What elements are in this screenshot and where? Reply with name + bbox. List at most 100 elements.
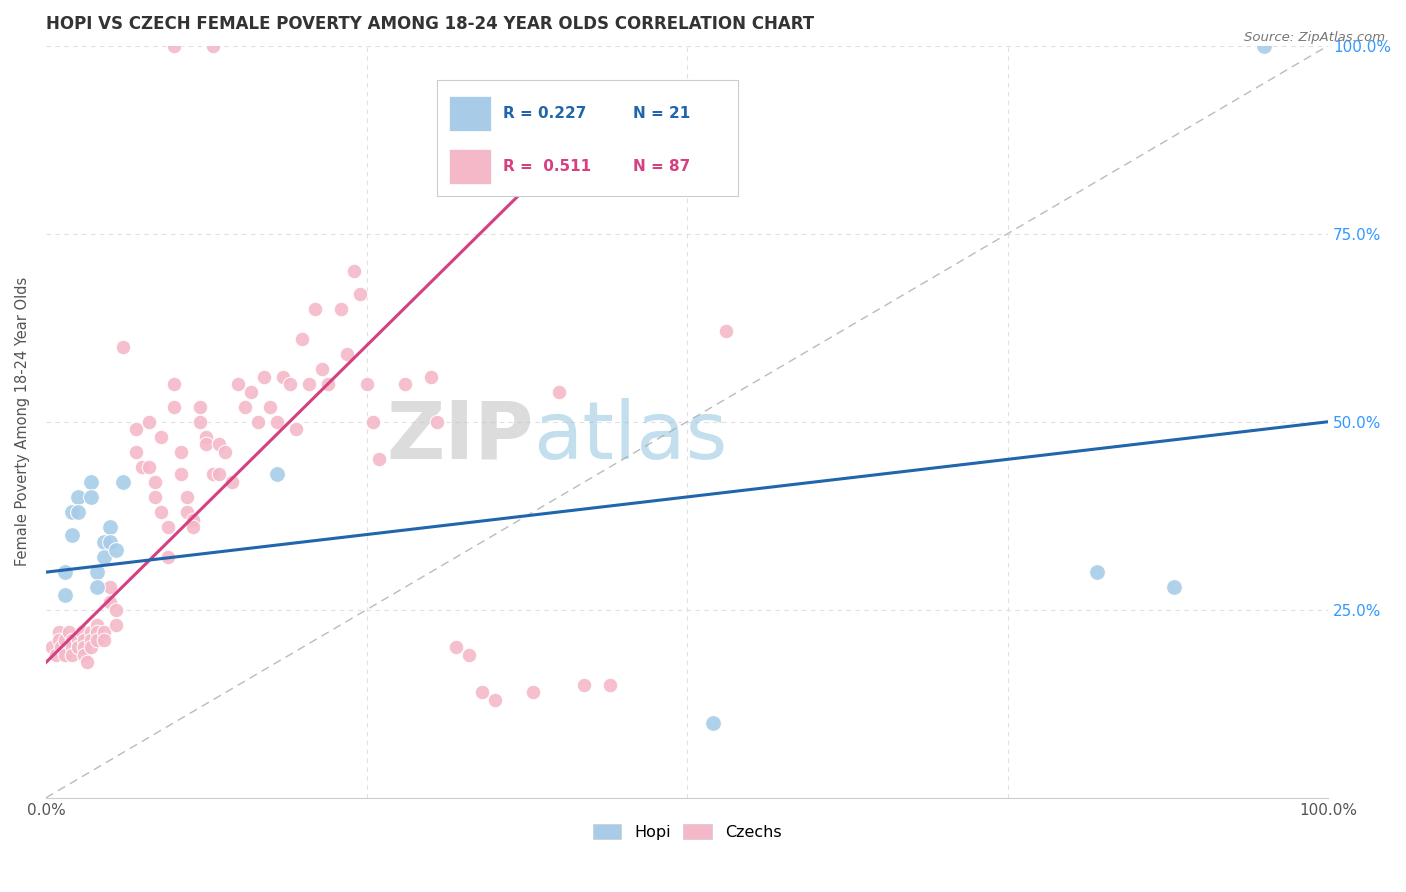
Point — [484, 693, 506, 707]
Point — [183, 512, 205, 526]
Point — [150, 505, 173, 519]
Point — [98, 535, 121, 549]
Point — [163, 377, 186, 392]
Point — [201, 38, 224, 53]
Point — [574, 678, 596, 692]
Point — [86, 580, 108, 594]
Point — [98, 580, 121, 594]
Point — [183, 520, 205, 534]
Point — [471, 685, 494, 699]
Point — [702, 715, 724, 730]
Point — [80, 640, 103, 655]
Point — [80, 490, 103, 504]
Point — [53, 588, 76, 602]
Point — [51, 640, 73, 655]
Point — [176, 490, 198, 504]
Point — [271, 369, 294, 384]
Point — [93, 535, 115, 549]
Point — [419, 369, 441, 384]
Point — [221, 475, 243, 489]
Point — [1085, 565, 1108, 579]
Point — [80, 625, 103, 640]
Point — [66, 640, 89, 655]
Point — [111, 339, 134, 353]
Point — [143, 475, 166, 489]
Point — [547, 384, 569, 399]
Point — [311, 362, 333, 376]
Point — [201, 467, 224, 482]
Point — [131, 459, 153, 474]
Text: atlas: atlas — [533, 398, 727, 475]
Point — [48, 625, 70, 640]
Point — [60, 527, 83, 541]
Point — [208, 467, 231, 482]
Point — [233, 400, 256, 414]
Text: ZIP: ZIP — [385, 398, 533, 475]
Point — [156, 520, 179, 534]
Point — [73, 648, 96, 662]
Point — [714, 325, 737, 339]
Point — [336, 347, 359, 361]
Point — [86, 565, 108, 579]
Point — [246, 415, 269, 429]
Point — [86, 625, 108, 640]
Point — [80, 475, 103, 489]
Point — [58, 625, 80, 640]
Point — [86, 617, 108, 632]
Point — [446, 640, 468, 655]
Point — [259, 400, 281, 414]
Point — [458, 648, 481, 662]
Point — [60, 632, 83, 647]
Point — [150, 430, 173, 444]
Point — [60, 505, 83, 519]
Point — [298, 377, 321, 392]
Point — [76, 656, 98, 670]
Point — [1253, 38, 1275, 53]
Point — [195, 430, 218, 444]
Point — [329, 301, 352, 316]
Point — [291, 332, 314, 346]
Point — [343, 264, 366, 278]
Point — [60, 648, 83, 662]
Point — [356, 377, 378, 392]
Point — [169, 467, 191, 482]
Point — [66, 505, 89, 519]
Point — [41, 640, 63, 655]
Point — [195, 437, 218, 451]
Y-axis label: Female Poverty Among 18-24 Year Olds: Female Poverty Among 18-24 Year Olds — [15, 277, 30, 566]
Point — [285, 422, 308, 436]
Point — [240, 384, 263, 399]
Point — [1163, 580, 1185, 594]
Point — [522, 685, 544, 699]
Text: HOPI VS CZECH FEMALE POVERTY AMONG 18-24 YEAR OLDS CORRELATION CHART: HOPI VS CZECH FEMALE POVERTY AMONG 18-24… — [46, 15, 814, 33]
Point — [143, 490, 166, 504]
Point — [66, 490, 89, 504]
Point — [93, 550, 115, 565]
Point — [93, 632, 115, 647]
Point — [169, 445, 191, 459]
Point — [105, 603, 128, 617]
Point — [253, 369, 276, 384]
Text: Source: ZipAtlas.com: Source: ZipAtlas.com — [1244, 31, 1385, 45]
Point — [60, 640, 83, 655]
Point — [66, 632, 89, 647]
Point — [266, 415, 288, 429]
Point — [111, 475, 134, 489]
Point — [125, 445, 148, 459]
Point — [304, 301, 326, 316]
Point — [98, 595, 121, 609]
Point — [426, 415, 449, 429]
Point — [70, 625, 93, 640]
Point — [349, 286, 371, 301]
Point — [105, 542, 128, 557]
Point — [105, 617, 128, 632]
Legend: Hopi, Czechs: Hopi, Czechs — [586, 818, 787, 847]
Point — [138, 459, 160, 474]
Point — [176, 505, 198, 519]
Point — [188, 400, 211, 414]
Point — [73, 632, 96, 647]
Point — [368, 452, 391, 467]
Point — [53, 565, 76, 579]
Point — [226, 377, 249, 392]
Point — [53, 632, 76, 647]
